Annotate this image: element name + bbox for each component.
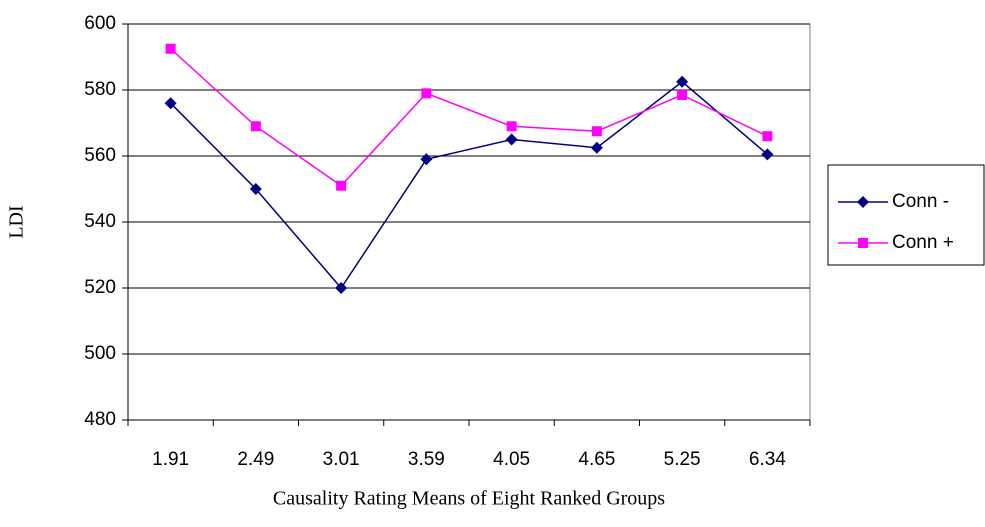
x-tick-label: 4.65: [578, 449, 615, 470]
data-point: [336, 180, 347, 191]
x-tick-label: 4.05: [493, 449, 530, 470]
series-line: [170, 80, 768, 290]
y-tick-label: 480: [84, 409, 116, 430]
x-axis-title: Causality Rating Means of Eight Ranked G…: [273, 488, 665, 510]
y-tick-label: 520: [84, 277, 116, 298]
data-point: [249, 183, 262, 195]
data-point: [506, 121, 517, 132]
y-tick-label: 500: [84, 343, 116, 364]
data-point: [421, 88, 432, 99]
data-point: [762, 131, 773, 142]
data-point: [676, 75, 689, 88]
x-tick-label: 6.34: [749, 449, 786, 470]
x-tick-label: 2.49: [237, 449, 274, 470]
legend-label: Conn -: [892, 191, 949, 212]
data-point: [591, 126, 602, 137]
series-line: [170, 48, 768, 187]
data-point: [590, 141, 603, 154]
x-tick-label: 3.59: [408, 449, 445, 470]
x-tick-label: 5.25: [664, 449, 701, 470]
data-point: [164, 97, 177, 110]
y-tick-label: 540: [84, 211, 116, 232]
y-tick-label: 560: [84, 145, 116, 166]
legend-label: Conn +: [892, 232, 954, 253]
data-point: [165, 43, 176, 54]
y-tick-label: 580: [84, 79, 116, 100]
data-point: [420, 153, 433, 166]
legend-marker: [858, 238, 868, 248]
x-tick-label: 1.91: [152, 449, 189, 470]
x-tick-label: 3.01: [323, 449, 360, 470]
y-tick-label: 600: [84, 13, 116, 34]
y-axis-title: LDI: [6, 205, 28, 238]
legend-marker: [857, 196, 869, 208]
legend-box: [827, 164, 985, 266]
data-point: [677, 89, 688, 100]
data-point: [761, 148, 774, 161]
data-point: [250, 121, 261, 132]
data-point: [505, 133, 518, 146]
data-point: [335, 282, 348, 294]
